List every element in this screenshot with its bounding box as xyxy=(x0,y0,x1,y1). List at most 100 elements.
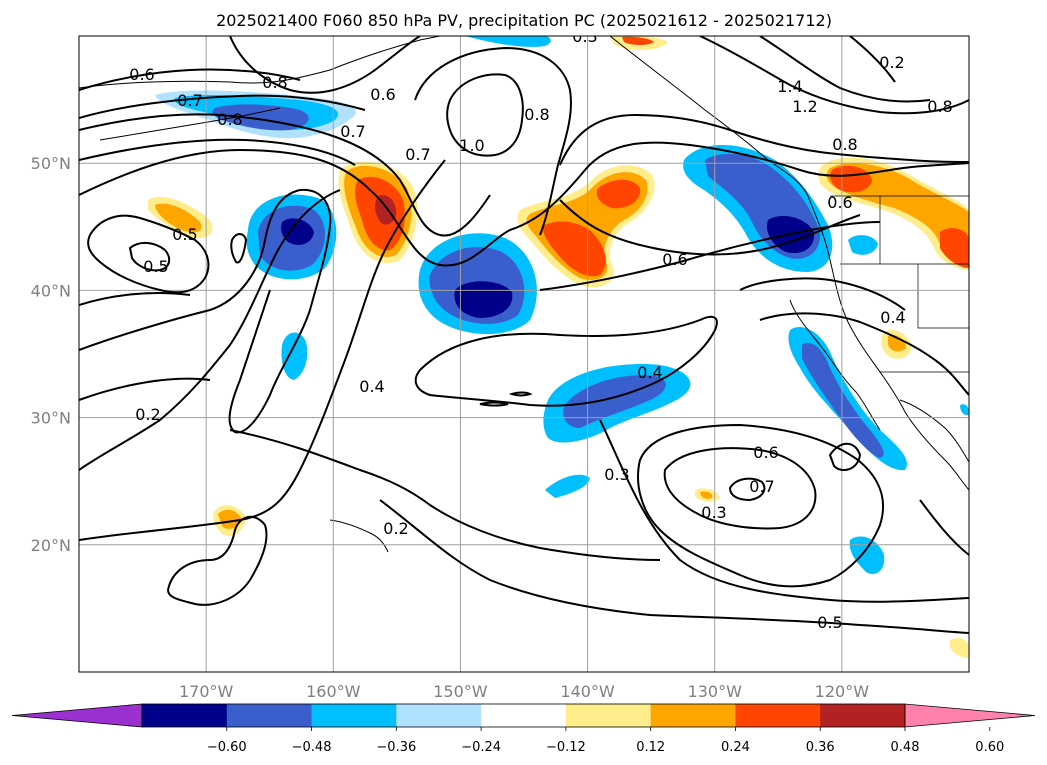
precip-blob-neg xyxy=(465,36,551,47)
precip-blob-pos xyxy=(218,509,242,529)
pv-contour xyxy=(79,141,969,267)
longitude-tick-labels: 170°W 160°W 150°W 140°W 130°W 120°W xyxy=(179,682,869,701)
contour-label: 0.6 xyxy=(129,65,154,84)
political-borders xyxy=(830,195,969,373)
contour-label: 0.7 xyxy=(177,91,202,110)
pv-contour xyxy=(79,159,446,541)
precip-blob-pos xyxy=(375,195,397,225)
gridlines xyxy=(79,36,969,672)
precip-blob-neg xyxy=(281,218,314,245)
colorbar-extend-high xyxy=(904,703,1036,728)
pv-contour xyxy=(414,315,718,407)
precip-blob-neg xyxy=(802,342,884,458)
colorbar-extend-low xyxy=(11,703,143,728)
pv-contour xyxy=(446,73,524,157)
colorbar-segment xyxy=(396,704,482,727)
colorbar-frame xyxy=(141,703,906,728)
pv-contour xyxy=(79,377,211,401)
precip-blob-pos xyxy=(155,203,202,233)
colorbar-tick-label: 0.48 xyxy=(891,740,920,755)
coastline-mexico xyxy=(899,399,969,463)
pv-contour xyxy=(479,401,509,407)
contour-label: 0.3 xyxy=(572,27,597,46)
pv-contour xyxy=(79,113,491,237)
border-state xyxy=(917,264,969,329)
contour-label: 0.2 xyxy=(879,53,904,72)
colorbar-segment xyxy=(142,704,228,727)
pv-contour xyxy=(87,214,210,294)
pv-contour xyxy=(79,189,341,471)
pv-contour xyxy=(828,442,862,471)
latitude-tick-labels: 20°N 30°N 40°N 50°N xyxy=(31,154,71,555)
contour-label: 0.8 xyxy=(217,110,242,129)
coastline-alaska xyxy=(79,36,441,89)
pv-contour xyxy=(559,113,969,166)
precip-blob-pos xyxy=(950,638,969,658)
pv-contour xyxy=(919,499,969,556)
colorbar-segment xyxy=(820,704,906,727)
pv-contour xyxy=(79,68,301,91)
pv-contour xyxy=(728,477,766,502)
pv-contour xyxy=(128,242,171,272)
precip-blob-pos xyxy=(622,36,654,45)
contour-label: 0.5 xyxy=(143,257,168,276)
contour-label: 0.7 xyxy=(405,145,430,164)
pv-contour xyxy=(79,138,356,166)
precip-blob-neg xyxy=(848,235,878,255)
contour-label: 0.5 xyxy=(172,225,197,244)
coastline-north-america xyxy=(609,36,969,491)
colorbar-tick-label: −0.36 xyxy=(376,740,416,755)
pv-contour xyxy=(229,429,661,561)
map-frame xyxy=(78,35,970,673)
contour-label: 0.6 xyxy=(370,85,395,104)
colorbar-tick-label: −0.60 xyxy=(207,740,247,755)
lat-tick-label: 20°N xyxy=(31,536,71,555)
contour-label: 0.8 xyxy=(832,135,857,154)
pv-contour xyxy=(79,94,366,119)
colorbar-tick-label: 0.12 xyxy=(636,740,665,755)
pv-contour xyxy=(229,36,421,94)
contour-label: 0.5 xyxy=(817,613,842,632)
pv-contour xyxy=(599,419,969,603)
precip-blob-neg xyxy=(545,474,590,498)
colorbar-segment xyxy=(226,704,313,727)
pv-contour xyxy=(166,515,268,606)
precip-blob-neg xyxy=(281,332,308,380)
pv-contour xyxy=(759,36,931,103)
pv-contour xyxy=(539,221,881,291)
pv-contour xyxy=(79,188,332,434)
colorbar-tick-label: 0.60 xyxy=(975,740,1004,755)
contour-label: 0.7 xyxy=(340,122,365,141)
colorbar-segment xyxy=(311,704,397,727)
contour-label: 0.3 xyxy=(701,503,726,522)
pv-contour xyxy=(508,391,533,397)
colorbar-segment xyxy=(481,704,567,727)
colorbar-tick-label: −0.24 xyxy=(461,740,501,755)
contour-label: 0.7 xyxy=(749,477,774,496)
contour-label: 1.2 xyxy=(792,97,817,116)
precip-blob-pos xyxy=(830,165,872,193)
pv-contour xyxy=(379,499,969,634)
colorbar-tick-label: 0.36 xyxy=(806,740,835,755)
lon-tick-label: 170°W xyxy=(179,682,234,701)
contour-label: 0.2 xyxy=(383,519,408,538)
colorbar-segment xyxy=(650,704,736,727)
lon-tick-label: 150°W xyxy=(433,682,488,701)
lat-tick-label: 30°N xyxy=(31,409,71,428)
precip-blob-neg xyxy=(849,536,885,575)
lon-tick-label: 140°W xyxy=(560,682,615,701)
lon-tick-label: 120°W xyxy=(815,682,870,701)
lat-tick-label: 40°N xyxy=(31,281,71,300)
pv-contour xyxy=(699,36,969,115)
map-title: 2025021400 F060 850 hPa PV, precipitatio… xyxy=(216,11,832,30)
pv-contour xyxy=(759,312,969,396)
lon-tick-label: 160°W xyxy=(306,682,361,701)
contour-label: 0.4 xyxy=(359,377,384,396)
colorbar-tick-label: −0.48 xyxy=(292,740,332,755)
colorbar-segment xyxy=(565,704,652,727)
coastline-aleutians xyxy=(99,107,281,141)
pv-contour xyxy=(739,277,906,311)
contour-label: 1.0 xyxy=(459,136,484,155)
pv-contour xyxy=(230,233,248,264)
contour-label: 0.6 xyxy=(827,193,852,212)
